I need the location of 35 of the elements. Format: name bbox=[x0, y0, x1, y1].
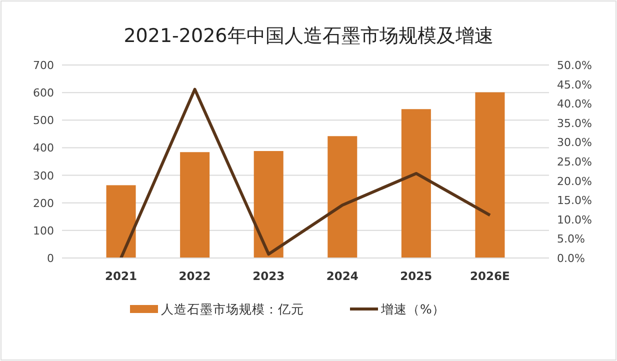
y2-tick-label: 5.0% bbox=[557, 232, 585, 246]
y2-tick-label: 45.0% bbox=[557, 78, 592, 92]
x-tick-label: 2023 bbox=[252, 269, 285, 283]
line-series bbox=[120, 88, 492, 260]
bar bbox=[106, 185, 136, 258]
y-tick-label: 600 bbox=[33, 86, 54, 100]
y2-tick-label: 40.0% bbox=[557, 98, 592, 111]
y-tick-label: 200 bbox=[33, 196, 54, 210]
y-tick-label: 700 bbox=[33, 59, 54, 72]
bar bbox=[254, 151, 284, 258]
y-tick-label: 100 bbox=[33, 224, 54, 238]
bar bbox=[180, 152, 210, 258]
bar bbox=[401, 109, 431, 258]
y2-tick-label: 50.0% bbox=[557, 59, 592, 72]
bar bbox=[475, 92, 505, 258]
x-tick-label: 2026E bbox=[470, 269, 510, 283]
y-tick-label: 300 bbox=[33, 169, 54, 182]
legend-label: 增速（%） bbox=[380, 302, 445, 316]
x-tick-label: 2022 bbox=[178, 269, 211, 283]
y-tick-label: 500 bbox=[33, 114, 54, 128]
y2-tick-label: 15.0% bbox=[557, 194, 592, 208]
x-tick-label: 2021 bbox=[105, 269, 138, 283]
y2-tick-label: 30.0% bbox=[557, 136, 592, 150]
legend-label: 人造石墨市场规模：亿元 bbox=[161, 302, 304, 316]
y2-tick-label: 0.0% bbox=[557, 252, 585, 265]
chart-title: 2021-2026年中国人造石墨市场规模及增速 bbox=[124, 25, 494, 47]
x-tick-label: 2025 bbox=[400, 269, 432, 283]
y2-tick-label: 10.0% bbox=[557, 213, 592, 226]
bar bbox=[328, 136, 358, 258]
y2-tick-label: 25.0% bbox=[557, 156, 592, 168]
y2-tick-label: 35.0% bbox=[557, 116, 592, 130]
y2-tick-label: 20.0% bbox=[557, 174, 592, 188]
y-tick-label: 0 bbox=[47, 252, 54, 265]
y-tick-label: 400 bbox=[33, 142, 54, 155]
x-tick-label: 2024 bbox=[326, 269, 358, 283]
